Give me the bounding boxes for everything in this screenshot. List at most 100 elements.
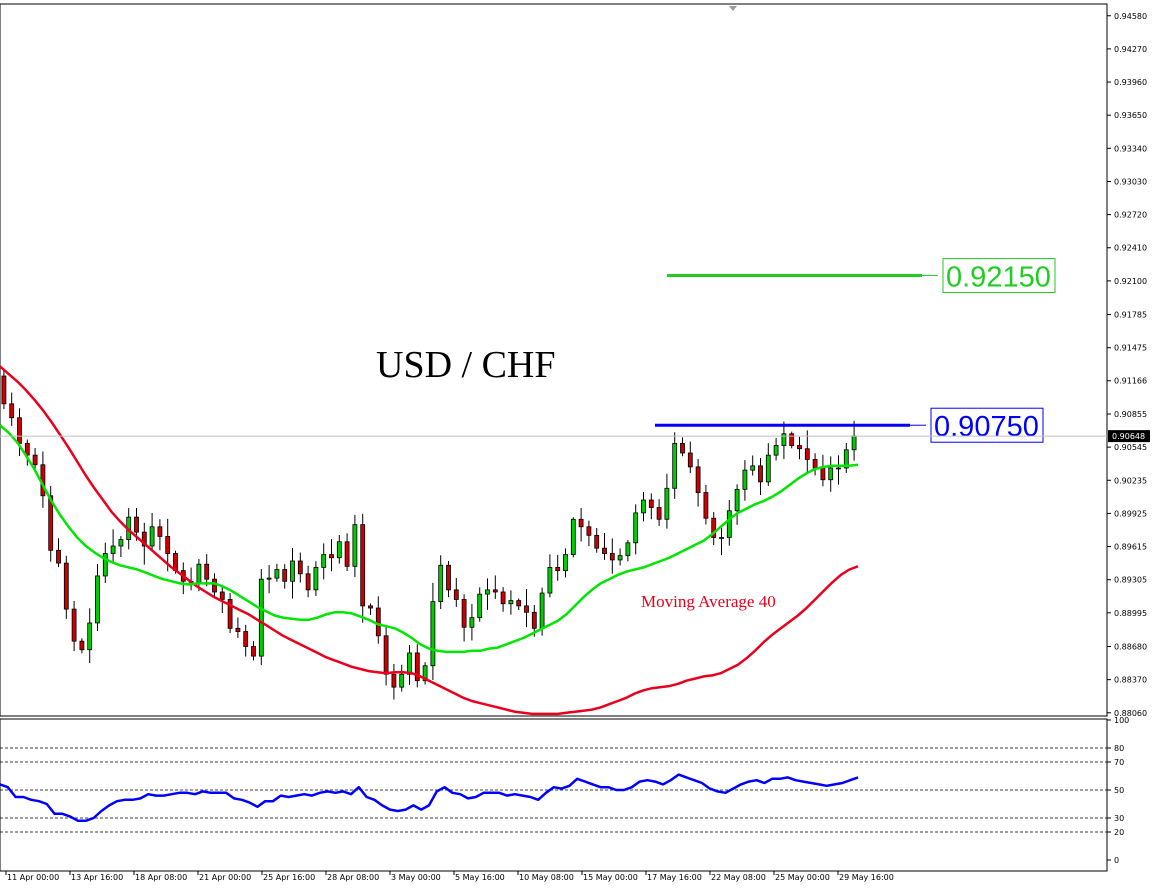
price-tick-label: 0.88995: [1114, 609, 1147, 618]
candle-body: [118, 539, 124, 547]
candle-body: [344, 541, 350, 567]
candle-body: [56, 549, 61, 564]
candle: [648, 493, 654, 520]
candle: [446, 560, 451, 598]
level-label-box: [942, 258, 1056, 294]
candle-body: [656, 507, 662, 520]
time-tick-label: 13 Apr 16:00: [71, 873, 123, 882]
candle: [836, 455, 841, 485]
candle-body: [422, 665, 428, 682]
candle-body: [492, 589, 498, 593]
candle-body: [726, 510, 732, 538]
candle-body: [719, 537, 724, 539]
candle-body: [617, 555, 623, 561]
time-axis: 11 Apr 00:00 13 Apr 16:00 18 Apr 08:00 21 A…: [5, 871, 894, 882]
candle-body: [219, 591, 225, 600]
candle: [664, 473, 670, 529]
candle-body: [305, 573, 311, 591]
candle: [336, 535, 342, 564]
candle-body: [360, 524, 366, 607]
candle: [71, 600, 77, 652]
candle: [282, 564, 288, 589]
candle: [578, 508, 584, 542]
candle: [656, 499, 662, 526]
candle: [219, 584, 225, 613]
candle-body: [446, 564, 451, 591]
candle-body: [407, 652, 412, 675]
time-tick-label: 5 May 16:00: [455, 873, 505, 882]
price-tick-label: 0.90545: [1114, 443, 1147, 452]
candle: [56, 538, 61, 568]
rsi-tick-label: 70: [1114, 758, 1124, 767]
candle-body: [641, 499, 646, 514]
candle: [804, 430, 810, 474]
candle-body: [141, 531, 147, 547]
price-tick-label: 0.88370: [1114, 676, 1147, 685]
candle-body: [680, 442, 685, 454]
candle-body: [531, 611, 537, 629]
candle-body: [71, 608, 77, 642]
time-tick-label: 25 Apr 16:00: [263, 873, 315, 882]
scroll-marker-icon[interactable]: [729, 6, 737, 11]
candle-body: [63, 562, 69, 610]
candle: [266, 565, 272, 594]
candle: [765, 443, 771, 486]
candle-body: [375, 607, 381, 637]
candle-body: [95, 575, 100, 624]
candle: [734, 484, 740, 525]
candle-body: [781, 433, 787, 446]
rsi-tick-label: 20: [1114, 828, 1124, 837]
candle: [305, 565, 311, 598]
candle-body: [500, 591, 506, 605]
candle: [63, 555, 69, 619]
candle: [789, 431, 795, 449]
candle-body: [438, 564, 444, 603]
candle: [422, 662, 428, 685]
candle-body: [555, 566, 561, 572]
candle-body: [703, 492, 709, 519]
price-tick-label: 0.89615: [1114, 543, 1147, 552]
price-tick-label: 0.89925: [1114, 509, 1147, 518]
candle-body: [391, 673, 397, 688]
time-tick-label: 29 May 16:00: [839, 873, 894, 882]
candle: [828, 456, 834, 492]
candle-body: [336, 541, 342, 559]
moving-average-40-line: [0, 365, 859, 716]
candle: [274, 563, 280, 582]
candle: [563, 548, 568, 578]
candle: [399, 664, 405, 692]
candle-body: [266, 577, 272, 580]
candle-body: [734, 488, 740, 512]
candle: [321, 543, 327, 580]
candle-body: [282, 569, 288, 582]
candle: [524, 589, 529, 628]
candle-body: [750, 465, 756, 471]
candle: [617, 548, 623, 566]
price-tick-label: 0.90855: [1114, 410, 1147, 419]
price-tick-label: 0.91166: [1114, 377, 1147, 386]
candle-body: [843, 449, 849, 469]
candle: [17, 408, 22, 457]
candle-body: [594, 534, 600, 549]
candle: [1, 370, 7, 410]
price-tick-label: 0.92720: [1114, 211, 1147, 220]
candle-body: [9, 403, 15, 419]
candle: [329, 539, 334, 572]
candle: [243, 624, 249, 657]
candle: [391, 663, 397, 700]
candle: [843, 442, 849, 473]
candle-body: [414, 652, 420, 682]
candle: [157, 519, 163, 551]
candle-body: [383, 635, 389, 675]
candle-body: [508, 600, 514, 605]
candle-body: [539, 592, 545, 629]
candle: [641, 491, 646, 522]
candle: [368, 603, 373, 615]
candle: [469, 604, 475, 641]
time-tick-label: 15 May 00:00: [583, 873, 638, 882]
candle: [375, 596, 381, 644]
candle-body: [477, 593, 483, 619]
candle-body: [648, 499, 654, 508]
candle-body: [773, 445, 779, 456]
